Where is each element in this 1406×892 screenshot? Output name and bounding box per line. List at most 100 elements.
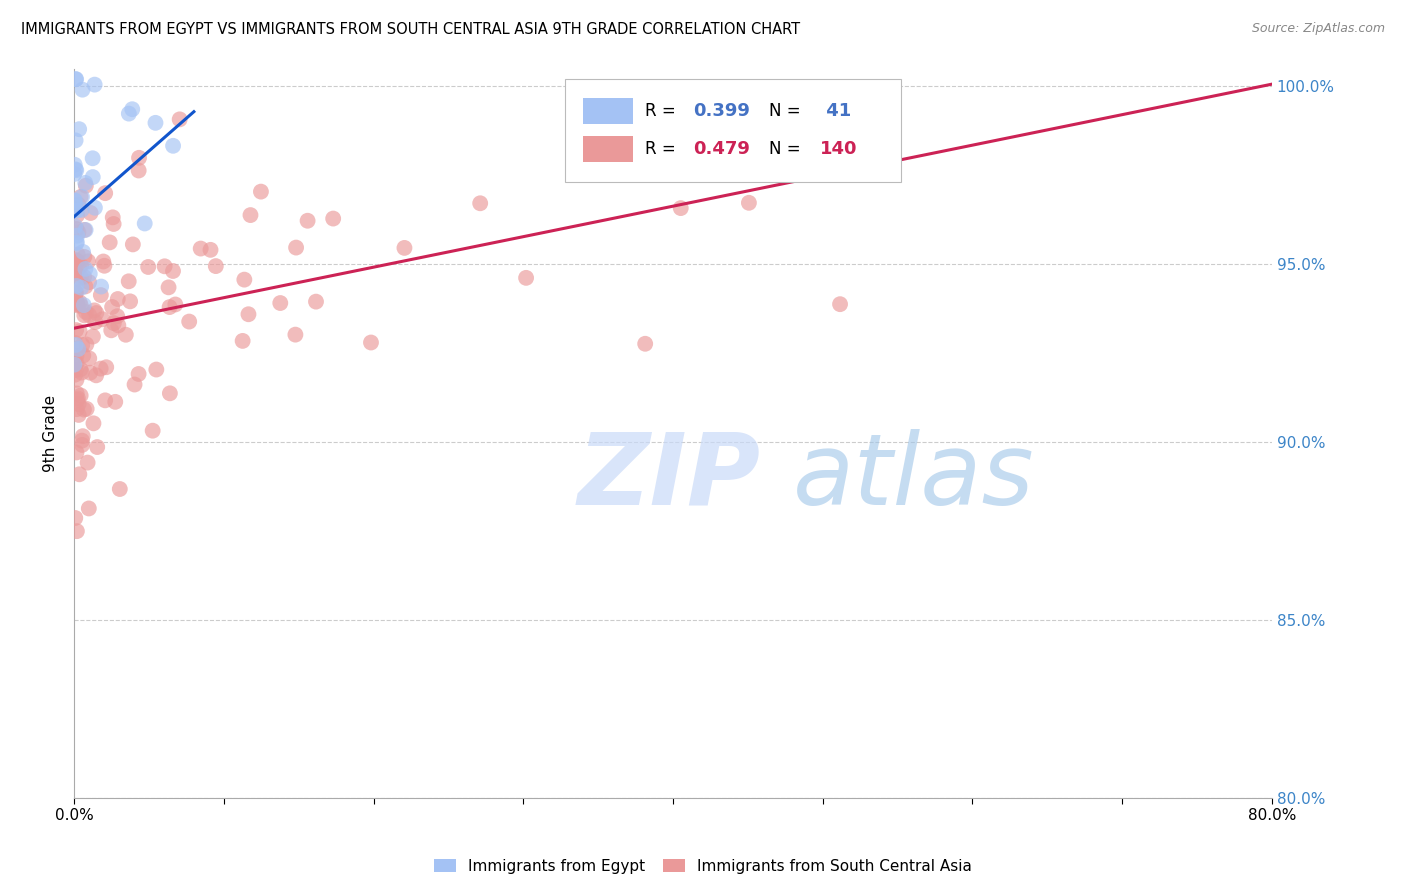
Point xyxy=(159,300,181,314)
Point xyxy=(669,201,692,215)
Point xyxy=(63,194,86,208)
Point xyxy=(96,360,118,375)
Point xyxy=(65,219,87,234)
Point xyxy=(73,309,96,323)
Point xyxy=(84,368,107,383)
Point xyxy=(118,106,141,120)
Point xyxy=(66,247,89,261)
Point xyxy=(69,299,91,313)
Point xyxy=(305,294,328,309)
Y-axis label: 9th Grade: 9th Grade xyxy=(44,395,58,472)
Point xyxy=(67,397,90,411)
Point xyxy=(77,501,100,516)
Point xyxy=(65,286,87,301)
Point xyxy=(101,300,124,314)
Point xyxy=(136,260,159,274)
Point xyxy=(269,296,291,310)
FancyBboxPatch shape xyxy=(583,136,634,162)
Point xyxy=(142,424,165,438)
Point xyxy=(128,367,150,381)
Point xyxy=(66,228,89,243)
Point xyxy=(128,163,150,178)
Point xyxy=(67,225,90,239)
Point xyxy=(284,327,307,342)
Point xyxy=(77,275,100,289)
Point xyxy=(67,261,90,276)
Point xyxy=(72,83,94,97)
Point xyxy=(120,294,142,309)
Point xyxy=(82,329,104,343)
Point xyxy=(72,244,94,259)
Point xyxy=(153,260,176,274)
Point xyxy=(159,386,181,401)
Point xyxy=(66,209,89,223)
Point xyxy=(73,223,96,237)
Point xyxy=(65,163,87,178)
Point xyxy=(69,324,91,338)
Text: R =: R = xyxy=(645,140,682,158)
Point xyxy=(66,296,89,310)
Point xyxy=(66,203,89,218)
Point xyxy=(63,203,86,218)
Point xyxy=(91,312,114,326)
Point xyxy=(103,316,125,330)
Text: 41: 41 xyxy=(820,102,852,120)
Point xyxy=(65,279,87,293)
Point xyxy=(79,267,101,281)
Point xyxy=(69,190,91,204)
Point xyxy=(69,388,91,402)
Text: IMMIGRANTS FROM EGYPT VS IMMIGRANTS FROM SOUTH CENTRAL ASIA 9TH GRADE CORRELATIO: IMMIGRANTS FROM EGYPT VS IMMIGRANTS FROM… xyxy=(21,22,800,37)
Point xyxy=(134,217,156,231)
Point xyxy=(66,524,89,538)
Point xyxy=(75,279,97,293)
Point xyxy=(285,241,308,255)
Point xyxy=(70,259,93,273)
Point xyxy=(747,111,769,125)
Point xyxy=(67,408,90,422)
Point xyxy=(65,200,87,214)
Point xyxy=(828,297,851,311)
Point xyxy=(515,270,537,285)
Point xyxy=(65,266,87,280)
Point xyxy=(63,335,86,350)
Point xyxy=(297,213,319,227)
Point xyxy=(179,315,201,329)
Point xyxy=(72,429,94,443)
Point xyxy=(169,112,191,127)
Point xyxy=(75,176,97,190)
Point xyxy=(66,402,89,417)
Point xyxy=(250,185,273,199)
Legend: Immigrants from Egypt, Immigrants from South Central Asia: Immigrants from Egypt, Immigrants from S… xyxy=(427,853,979,880)
Point xyxy=(94,393,117,408)
Point xyxy=(65,445,87,459)
Point xyxy=(79,366,101,380)
Point xyxy=(86,306,108,320)
Point xyxy=(63,368,86,382)
Point xyxy=(76,456,98,470)
Point xyxy=(394,241,416,255)
Point xyxy=(65,222,87,236)
Point xyxy=(77,351,100,366)
FancyBboxPatch shape xyxy=(565,79,901,182)
Point xyxy=(90,288,112,302)
Point xyxy=(157,280,180,294)
Point xyxy=(239,208,262,222)
Point xyxy=(70,366,93,380)
Point xyxy=(67,342,90,356)
Point xyxy=(75,305,97,319)
Point xyxy=(86,440,108,454)
Point xyxy=(190,242,212,256)
Point xyxy=(104,395,127,409)
Text: N =: N = xyxy=(769,140,806,158)
Point xyxy=(70,202,93,217)
Point xyxy=(82,151,104,165)
Point xyxy=(650,140,672,154)
Point xyxy=(75,178,97,193)
Point xyxy=(90,361,112,376)
Point xyxy=(65,222,87,236)
Point xyxy=(66,254,89,268)
Point xyxy=(634,336,657,351)
Text: 140: 140 xyxy=(820,140,858,158)
Point xyxy=(94,186,117,201)
Point xyxy=(322,211,344,226)
